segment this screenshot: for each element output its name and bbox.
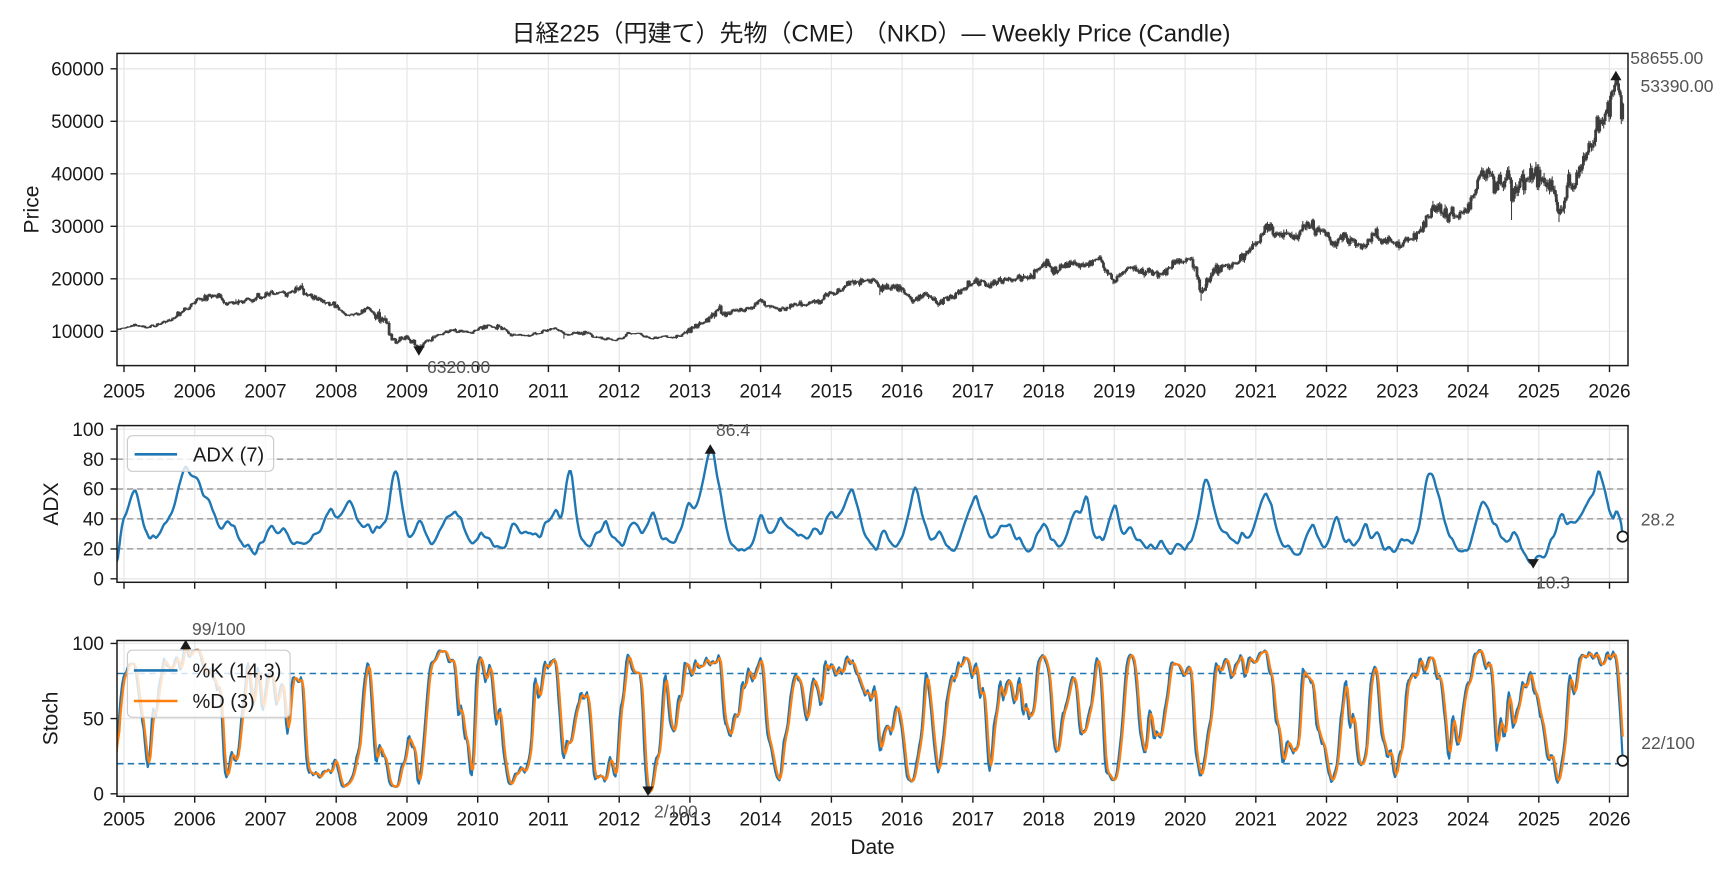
svg-text:40: 40 bbox=[83, 510, 104, 531]
svg-text:2023: 2023 bbox=[1376, 809, 1418, 830]
svg-text:53390.00: 53390.00 bbox=[1641, 76, 1714, 96]
svg-text:2008: 2008 bbox=[315, 382, 357, 403]
svg-text:2007: 2007 bbox=[244, 382, 286, 403]
svg-text:2012: 2012 bbox=[598, 382, 640, 403]
svg-text:20: 20 bbox=[83, 540, 104, 561]
svg-text:2/100: 2/100 bbox=[654, 802, 698, 822]
svg-text:2013: 2013 bbox=[669, 809, 711, 830]
svg-text:NKD: NKD bbox=[887, 21, 938, 48]
svg-text:22/100: 22/100 bbox=[1641, 733, 1695, 753]
svg-text:99/100: 99/100 bbox=[192, 619, 246, 639]
svg-text:2009: 2009 bbox=[386, 809, 428, 830]
svg-text:2023: 2023 bbox=[1376, 382, 1418, 403]
svg-text:2026: 2026 bbox=[1588, 809, 1630, 830]
svg-text:30000: 30000 bbox=[51, 217, 104, 238]
svg-text:Price: Price bbox=[21, 186, 44, 234]
svg-text:100: 100 bbox=[72, 420, 104, 441]
svg-text:10000: 10000 bbox=[51, 322, 104, 343]
svg-text:ADX: ADX bbox=[40, 482, 63, 525]
svg-text:2022: 2022 bbox=[1305, 382, 1347, 403]
svg-text:2026: 2026 bbox=[1588, 382, 1630, 403]
svg-text:2021: 2021 bbox=[1235, 809, 1277, 830]
svg-text:— Weekly Price (Candle): — Weekly Price (Candle) bbox=[962, 21, 1231, 48]
svg-text:2014: 2014 bbox=[739, 809, 782, 830]
svg-text:ADX (7): ADX (7) bbox=[193, 444, 264, 466]
svg-text:2016: 2016 bbox=[881, 809, 923, 830]
svg-text:Stoch: Stoch bbox=[40, 692, 63, 746]
svg-text:10.3: 10.3 bbox=[1536, 573, 1570, 593]
svg-text:50000: 50000 bbox=[51, 112, 104, 133]
svg-text:Date: Date bbox=[850, 836, 894, 859]
svg-text:2005: 2005 bbox=[103, 809, 145, 830]
svg-text:2014: 2014 bbox=[739, 382, 782, 403]
svg-text:2019: 2019 bbox=[1093, 382, 1135, 403]
svg-text:%K (14,3): %K (14,3) bbox=[193, 660, 282, 682]
svg-text:2021: 2021 bbox=[1235, 382, 1277, 403]
svg-text:0: 0 bbox=[93, 785, 104, 806]
svg-text:60: 60 bbox=[83, 480, 104, 501]
svg-text:2006: 2006 bbox=[174, 382, 216, 403]
svg-text:20000: 20000 bbox=[51, 270, 104, 291]
svg-text:2012: 2012 bbox=[598, 809, 640, 830]
svg-text:2010: 2010 bbox=[457, 809, 499, 830]
svg-text:50: 50 bbox=[83, 709, 104, 730]
svg-text:2009: 2009 bbox=[386, 382, 428, 403]
svg-text:2020: 2020 bbox=[1164, 809, 1206, 830]
svg-text:6320.00: 6320.00 bbox=[427, 357, 491, 377]
svg-text:%D (3): %D (3) bbox=[193, 691, 255, 713]
svg-text:2019: 2019 bbox=[1093, 809, 1135, 830]
svg-text:2008: 2008 bbox=[315, 809, 357, 830]
svg-text:2007: 2007 bbox=[244, 809, 286, 830]
svg-text:2006: 2006 bbox=[174, 809, 216, 830]
svg-text:2010: 2010 bbox=[457, 382, 499, 403]
svg-text:2022: 2022 bbox=[1305, 809, 1347, 830]
svg-text:60000: 60000 bbox=[51, 60, 104, 81]
svg-text:2013: 2013 bbox=[669, 382, 711, 403]
svg-text:2016: 2016 bbox=[881, 382, 923, 403]
svg-text:2018: 2018 bbox=[1022, 382, 1064, 403]
svg-text:100: 100 bbox=[72, 634, 104, 655]
svg-text:58655.00: 58655.00 bbox=[1630, 48, 1703, 68]
svg-text:225: 225 bbox=[560, 21, 600, 48]
svg-text:CME: CME bbox=[792, 21, 845, 48]
svg-text:2015: 2015 bbox=[810, 809, 852, 830]
svg-text:2017: 2017 bbox=[952, 382, 994, 403]
svg-text:2017: 2017 bbox=[952, 809, 994, 830]
svg-text:86.4: 86.4 bbox=[716, 420, 750, 440]
svg-text:2015: 2015 bbox=[810, 382, 852, 403]
svg-text:0: 0 bbox=[93, 570, 104, 591]
svg-text:2025: 2025 bbox=[1518, 809, 1560, 830]
svg-text:2005: 2005 bbox=[103, 382, 145, 403]
svg-text:2011: 2011 bbox=[528, 382, 569, 403]
svg-text:2020: 2020 bbox=[1164, 382, 1206, 403]
svg-text:2025: 2025 bbox=[1518, 382, 1560, 403]
svg-text:2011: 2011 bbox=[528, 809, 569, 830]
svg-text:2024: 2024 bbox=[1447, 382, 1490, 403]
svg-text:2024: 2024 bbox=[1447, 809, 1490, 830]
svg-text:2018: 2018 bbox=[1022, 809, 1064, 830]
svg-text:80: 80 bbox=[83, 450, 104, 471]
svg-text:40000: 40000 bbox=[51, 165, 104, 186]
svg-text:28.2: 28.2 bbox=[1641, 510, 1675, 530]
